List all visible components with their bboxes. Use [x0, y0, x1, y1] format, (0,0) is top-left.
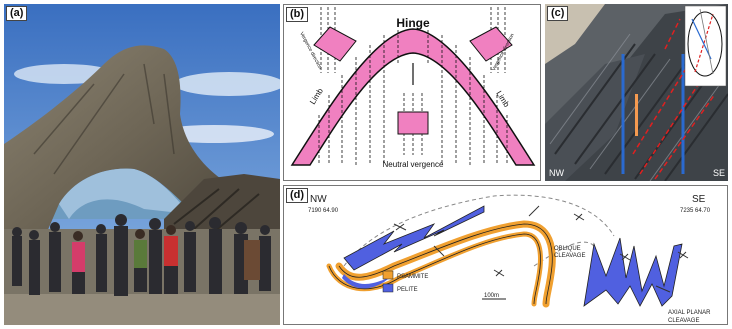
sketch-nw: NW	[310, 194, 327, 205]
stereonet-inset	[684, 5, 727, 87]
pelite-right	[583, 237, 683, 307]
neutral-inset	[397, 93, 429, 155]
coord-right: 7235 64.70	[680, 208, 711, 214]
panel-a-photo: (a)	[4, 4, 280, 325]
axial-line2: CLEAVAGE	[668, 318, 699, 324]
oblique-line1: OBLIQUE	[554, 246, 581, 252]
panel-b-diagram: (b)	[283, 4, 541, 181]
vergence-inset-left	[313, 7, 357, 73]
vergence-fold-diagram: Hinge Limb Limb Neutral vergence Vergenc…	[290, 7, 536, 169]
outcrop-photo: NW SE	[545, 4, 728, 181]
panel-d-sketch: (d) NW 7190 64.90 SE 7235 64.70	[283, 185, 728, 325]
panel-a-label: (a)	[6, 6, 28, 21]
fold-sketch: NW 7190 64.90 SE 7235 64.70 PSAMMITE	[308, 194, 711, 324]
neutral-vergence-label: Neutral vergence	[383, 160, 444, 169]
rock-arch-photo	[4, 4, 280, 325]
scale-label: 100m	[484, 293, 499, 299]
legend-psammite-swatch	[382, 270, 394, 280]
hinge-label: Hinge	[396, 16, 430, 30]
panel-d-label: (d)	[286, 188, 309, 203]
legend-psammite-label: PSAMMITE	[397, 274, 428, 280]
oblique-line2: CLEAVAGE	[554, 253, 585, 259]
panel-c-photo: (c) NW SE	[545, 4, 728, 181]
panel-b-label: (b)	[286, 7, 309, 22]
vergence-left-label: Vergence direction	[298, 31, 323, 71]
coord-left: 7190 64.90	[308, 208, 339, 214]
sketch-se: SE	[692, 194, 706, 205]
nw-label: NW	[549, 168, 564, 178]
axial-line1: AXIAL PLANAR	[668, 310, 711, 316]
pelite-upper	[343, 205, 485, 271]
scale-stick	[635, 94, 638, 136]
legend-pelite-swatch	[382, 283, 394, 293]
legend-pelite-label: PELITE	[397, 287, 418, 293]
panel-c-label: (c)	[547, 6, 569, 21]
se-label: SE	[713, 168, 725, 178]
vergence-inset-right	[469, 7, 513, 73]
limb-left-label: Limb	[308, 86, 325, 106]
